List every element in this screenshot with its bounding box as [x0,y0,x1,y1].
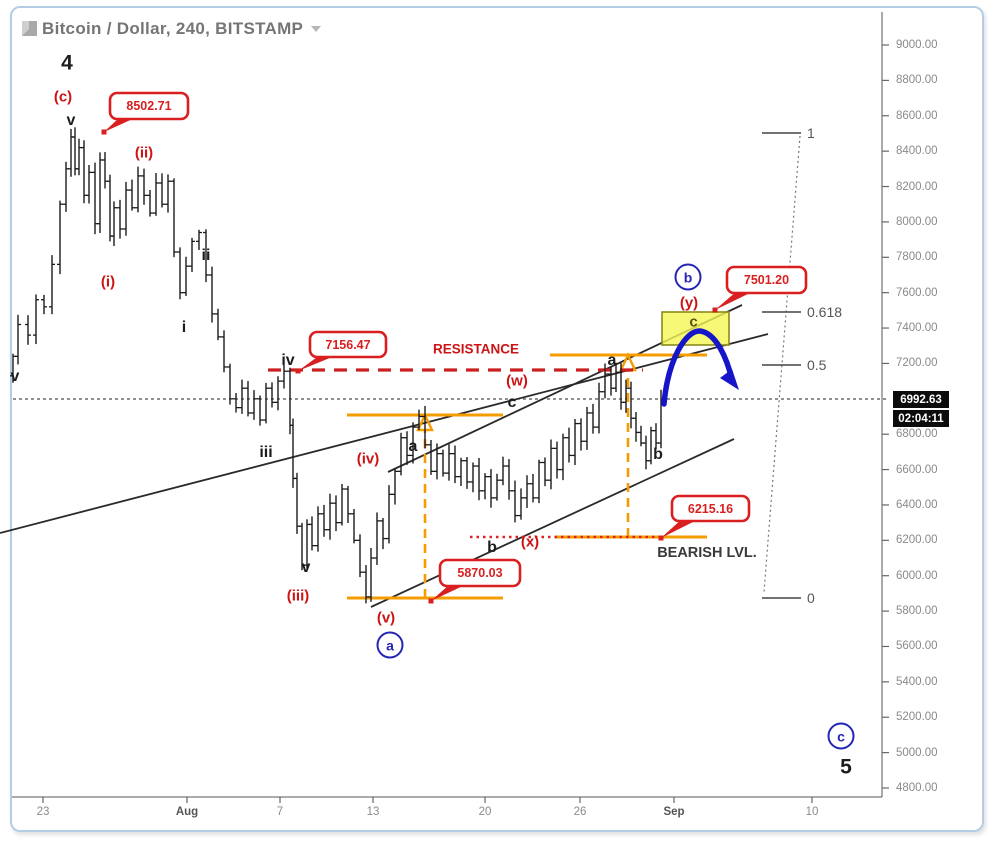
symbol-title[interactable]: Bitcoin / Dollar, 240, BITSTAMP [42,19,304,38]
y-axis-tick: 6400.00 [896,498,938,511]
y-axis-tick: 5800.00 [896,605,938,618]
y-axis-tick: 8200.00 [896,180,938,193]
y-axis-tick: 8400.00 [896,145,938,158]
price-callout[interactable]: 7156.47 [325,337,371,352]
x-axis-tick: Aug [175,806,199,818]
y-axis-tick: 5400.00 [896,675,938,688]
chart-logo-icon [22,21,37,36]
price-callout[interactable]: 7501.20 [743,273,790,287]
x-axis-tick: Sep [663,806,685,818]
wave-label[interactable]: iv [281,352,295,369]
wave-label[interactable]: v [10,368,20,385]
wave-label[interactable]: a [607,352,617,369]
chart-panel-frame [10,6,984,832]
wave-label[interactable]: (ii) [134,144,154,162]
y-axis-tick: 8600.00 [896,109,938,122]
fib-level-label[interactable]: 0.5 [807,357,827,373]
wave-label[interactable]: (c) [53,88,73,106]
wave-label[interactable]: (w) [506,372,528,390]
wave-label[interactable]: b [653,446,663,463]
resistance-label[interactable]: RESISTANCE [432,341,520,357]
y-axis-tick: 6000.00 [896,569,938,582]
y-axis-tick: 9000.00 [896,39,938,51]
bearish-level-label[interactable]: BEARISH LVL. [657,544,757,561]
x-axis-tick: 23 [36,806,50,818]
wave-label[interactable]: (iv) [356,450,380,468]
fib-level-label[interactable]: 0 [807,590,815,606]
price-callout[interactable]: 8502.71 [126,99,172,113]
y-axis-tick: 7800.00 [896,251,938,264]
x-axis-tick: 7 [276,806,284,818]
y-axis-tick: 5600.00 [896,640,938,653]
y-axis-tick: 4800.00 [896,782,938,794]
wave-label[interactable]: ii [201,247,211,264]
wave-label[interactable]: a [408,438,418,455]
wave-label[interactable]: iii [259,444,273,461]
x-axis-tick: 13 [366,806,380,818]
y-axis-tick: 7400.00 [896,322,938,335]
wave-label[interactable]: (y) [679,294,699,312]
y-axis-tick: 7600.00 [896,286,938,299]
circled-wave-label[interactable]: a [376,631,404,659]
wave-label[interactable]: c [507,394,517,411]
wave-label[interactable]: i [181,319,187,336]
fib-level-label[interactable]: 1 [807,125,815,141]
wave-label[interactable]: v [301,559,311,576]
y-axis-tick: 5000.00 [896,746,938,759]
y-axis-tick: 8000.00 [896,215,938,228]
y-axis-tick: 5200.00 [896,711,938,724]
y-axis-tick: 6600.00 [896,463,938,476]
chevron-down-icon[interactable] [311,26,321,32]
x-axis-tick: 20 [478,806,492,818]
wave-label[interactable]: (x) [520,533,540,551]
wave-label[interactable]: b [487,539,497,556]
circled-wave-label[interactable]: b [674,263,702,291]
wave-label[interactable]: (iii) [286,587,310,605]
wave-label[interactable]: (i) [100,273,116,291]
yellow-box-label[interactable]: c [689,313,698,331]
y-axis-tick: 6800.00 [896,428,938,441]
x-axis-tick: 26 [573,806,587,818]
circled-wave-label[interactable]: c [827,722,855,750]
wave-label[interactable]: v [66,112,76,129]
current-price-label: 6992.63 [893,391,949,408]
y-axis-tick: 6200.00 [896,534,938,547]
price-callout[interactable]: 6215.16 [687,501,734,516]
x-axis-tick: 10 [805,806,819,818]
y-axis-tick: 8800.00 [896,74,938,87]
bar-countdown-label: 02:04:11 [893,410,949,427]
wave-label[interactable]: (v) [376,609,396,627]
wave-label[interactable]: 4 [61,51,73,75]
price-callout[interactable]: 5870.03 [457,566,503,580]
fib-level-label[interactable]: 0.618 [807,304,843,320]
wave-label[interactable]: 5 [840,755,852,779]
y-axis-tick: 7200.00 [896,357,938,370]
